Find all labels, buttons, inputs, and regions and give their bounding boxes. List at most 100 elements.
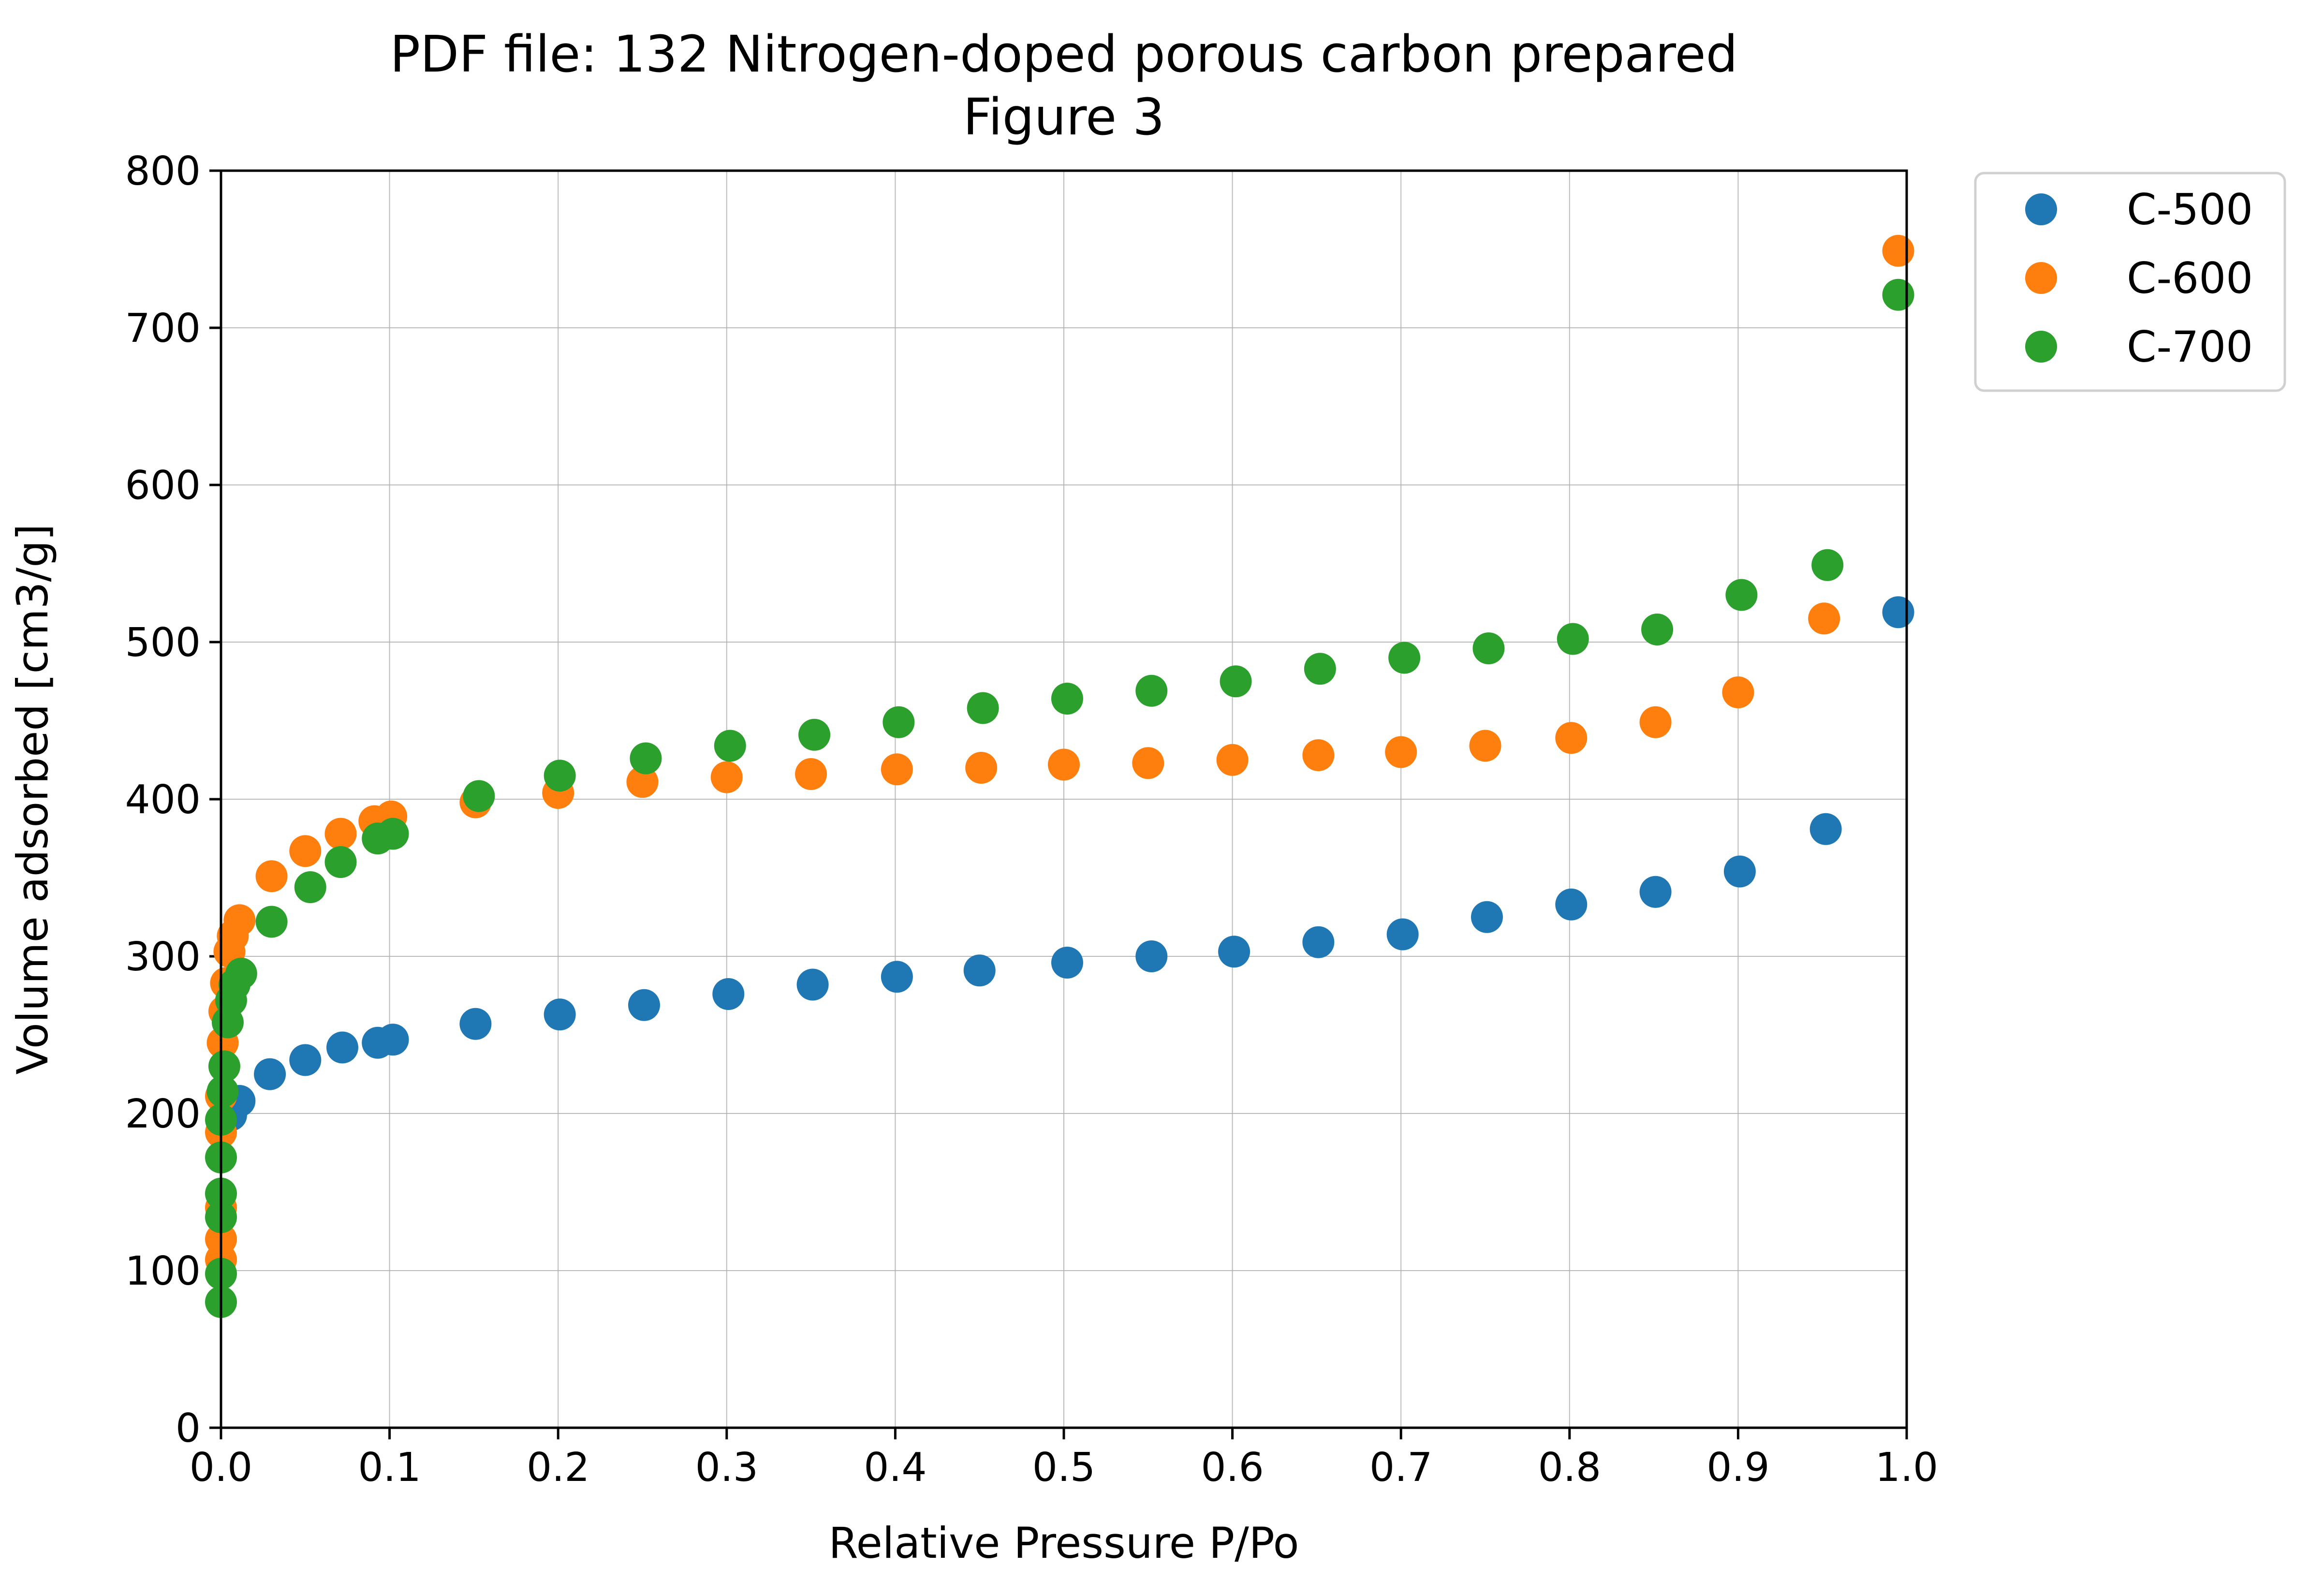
data-point: [294, 871, 326, 903]
x-tick-label: 0.7: [1369, 1445, 1432, 1491]
chart-title-line-2: Figure 3: [963, 88, 1165, 146]
data-point: [1723, 855, 1756, 888]
y-tick-label: 600: [125, 463, 201, 509]
y-tick-label: 300: [125, 934, 201, 980]
y-tick-label: 200: [125, 1091, 201, 1137]
data-point: [1304, 653, 1336, 685]
x-tick-label: 0.8: [1538, 1445, 1601, 1491]
y-tick-label: 800: [125, 148, 201, 194]
data-point: [1639, 706, 1672, 738]
data-point: [626, 766, 659, 798]
data-point: [796, 968, 829, 1001]
x-tick-label: 0.1: [358, 1445, 421, 1491]
data-point: [1386, 918, 1419, 951]
chart-title-line-1: PDF file: 132 Nitrogen-doped porous carb…: [390, 25, 1737, 84]
data-point: [1218, 936, 1250, 968]
data-point: [1809, 813, 1842, 845]
data-point: [1051, 683, 1083, 715]
data-point: [324, 846, 357, 878]
legend-label: C-600: [2127, 253, 2253, 303]
data-point: [1882, 596, 1914, 629]
data-point: [714, 730, 746, 762]
data-point: [463, 780, 495, 812]
data-point: [289, 1044, 322, 1076]
axis-ticks: 0.0 0.1 0.2 0.3 0.4 0.5 0.6 0.7 0.8 0.9 1.0 0 100 200…: [125, 148, 1938, 1491]
data-point: [881, 753, 913, 786]
data-point: [459, 1008, 492, 1040]
data-point: [1388, 642, 1421, 674]
data-point: [377, 818, 409, 850]
legend-marker: [2025, 331, 2057, 363]
data-point: [1132, 747, 1164, 779]
data-point: [1135, 674, 1168, 707]
x-tick-label: 0.6: [1201, 1445, 1264, 1491]
data-point: [255, 906, 288, 938]
x-tick-label: 0.4: [864, 1445, 927, 1491]
data-point: [324, 818, 357, 850]
data-point: [798, 718, 831, 751]
data-point: [1048, 748, 1080, 781]
data-point: [206, 1075, 239, 1108]
data-point: [795, 758, 827, 790]
legend-label: C-700: [2127, 322, 2253, 372]
legend: C-500 C-600 C-700: [1974, 172, 2286, 392]
y-tick-label: 500: [125, 620, 201, 666]
data-point: [326, 1031, 358, 1064]
data-point: [628, 989, 660, 1021]
x-tick-label: 0.5: [1032, 1445, 1095, 1491]
y-tick-label: 700: [125, 306, 201, 351]
plot-frame: [220, 169, 1908, 1429]
data-point: [630, 742, 662, 775]
y-tick-label: 0: [176, 1406, 201, 1451]
data-point: [223, 904, 256, 937]
y-tick-label: 100: [125, 1248, 201, 1294]
data-point: [1302, 739, 1335, 771]
y-axis-label: Volume adsorbed [cm3/g]: [8, 524, 58, 1074]
x-axis-label: Relative Pressure P/Po: [828, 1518, 1299, 1568]
data-point: [225, 957, 257, 990]
data-point: [1808, 602, 1840, 635]
data-point: [377, 1024, 409, 1056]
data-point: [1557, 623, 1589, 655]
data-point: [544, 760, 576, 792]
data-point: [289, 835, 322, 867]
data-point: [1555, 888, 1588, 921]
data-point: [1220, 665, 1252, 698]
data-point: [1882, 234, 1914, 267]
x-tick-label: 1.0: [1875, 1445, 1938, 1491]
legend-marker: [2025, 262, 2057, 294]
data-point: [255, 860, 288, 893]
data-point: [254, 1058, 286, 1090]
data-point: [1722, 676, 1754, 708]
data-point: [967, 692, 999, 724]
data-point: [1555, 722, 1588, 754]
data-point: [208, 1050, 240, 1083]
data-point: [1882, 278, 1914, 311]
x-tick-label: 0.3: [695, 1445, 758, 1491]
x-tick-label: 0.2: [527, 1445, 589, 1491]
data-point: [1051, 947, 1083, 979]
x-tick-label: 0.9: [1706, 1445, 1769, 1491]
data-point: [544, 998, 576, 1031]
series-c-700: [205, 278, 1914, 1318]
data-point: [882, 706, 915, 738]
legend-label: C-500: [2127, 185, 2253, 234]
data-point: [712, 978, 745, 1010]
legend-marker: [2025, 193, 2057, 225]
data-point: [1471, 901, 1503, 933]
data-point: [1641, 614, 1674, 645]
data-point: [1725, 579, 1758, 611]
data-point: [1639, 876, 1672, 908]
data-point: [1385, 736, 1417, 768]
data-point: [965, 752, 998, 784]
data-point: [881, 961, 913, 993]
data-point: [1302, 926, 1335, 958]
data-point: [710, 761, 743, 793]
data-point: [963, 954, 996, 987]
x-tick-label: 0.0: [190, 1445, 252, 1491]
data-point: [1216, 744, 1249, 776]
data-point: [1469, 730, 1501, 762]
data-point: [1811, 549, 1844, 581]
